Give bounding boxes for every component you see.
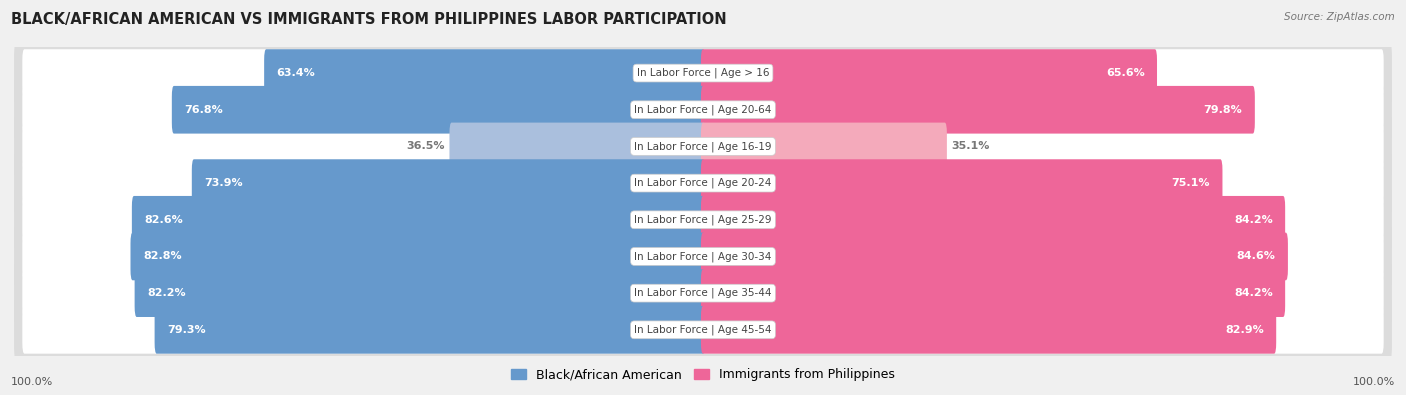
FancyBboxPatch shape [702, 49, 1157, 97]
Text: 82.6%: 82.6% [145, 215, 183, 225]
Text: 75.1%: 75.1% [1171, 178, 1211, 188]
Text: 84.2%: 84.2% [1234, 215, 1272, 225]
FancyBboxPatch shape [22, 269, 1384, 317]
FancyBboxPatch shape [172, 86, 704, 134]
Text: BLACK/AFRICAN AMERICAN VS IMMIGRANTS FROM PHILIPPINES LABOR PARTICIPATION: BLACK/AFRICAN AMERICAN VS IMMIGRANTS FRO… [11, 12, 727, 27]
FancyBboxPatch shape [191, 159, 704, 207]
FancyBboxPatch shape [22, 233, 1384, 280]
Legend: Black/African American, Immigrants from Philippines: Black/African American, Immigrants from … [506, 363, 900, 386]
FancyBboxPatch shape [22, 196, 1384, 244]
FancyBboxPatch shape [14, 259, 1392, 327]
FancyBboxPatch shape [22, 122, 1384, 170]
FancyBboxPatch shape [22, 159, 1384, 207]
Text: 36.5%: 36.5% [406, 141, 444, 151]
FancyBboxPatch shape [702, 122, 946, 170]
Text: In Labor Force | Age 30-34: In Labor Force | Age 30-34 [634, 251, 772, 262]
Text: 82.2%: 82.2% [148, 288, 186, 298]
Text: 84.2%: 84.2% [1234, 288, 1272, 298]
FancyBboxPatch shape [702, 196, 1285, 244]
Text: In Labor Force | Age 45-54: In Labor Force | Age 45-54 [634, 325, 772, 335]
Text: 63.4%: 63.4% [277, 68, 315, 78]
FancyBboxPatch shape [14, 39, 1392, 107]
FancyBboxPatch shape [132, 196, 704, 244]
Text: 82.9%: 82.9% [1225, 325, 1264, 335]
Text: 73.9%: 73.9% [204, 178, 243, 188]
Text: 100.0%: 100.0% [11, 377, 53, 387]
FancyBboxPatch shape [702, 233, 1288, 280]
FancyBboxPatch shape [14, 113, 1392, 181]
FancyBboxPatch shape [450, 122, 704, 170]
Text: In Labor Force | Age 35-44: In Labor Force | Age 35-44 [634, 288, 772, 298]
Text: In Labor Force | Age > 16: In Labor Force | Age > 16 [637, 68, 769, 78]
FancyBboxPatch shape [702, 159, 1222, 207]
Text: 76.8%: 76.8% [184, 105, 224, 115]
FancyBboxPatch shape [702, 86, 1254, 134]
FancyBboxPatch shape [22, 86, 1384, 134]
FancyBboxPatch shape [702, 269, 1285, 317]
FancyBboxPatch shape [14, 186, 1392, 254]
Text: In Labor Force | Age 20-64: In Labor Force | Age 20-64 [634, 105, 772, 115]
FancyBboxPatch shape [135, 269, 704, 317]
FancyBboxPatch shape [14, 222, 1392, 290]
Text: 82.8%: 82.8% [143, 252, 181, 261]
FancyBboxPatch shape [702, 306, 1277, 354]
Text: 35.1%: 35.1% [952, 141, 990, 151]
FancyBboxPatch shape [131, 233, 704, 280]
Text: 65.6%: 65.6% [1107, 68, 1144, 78]
FancyBboxPatch shape [14, 149, 1392, 217]
Text: 84.6%: 84.6% [1237, 252, 1275, 261]
Text: 79.3%: 79.3% [167, 325, 205, 335]
FancyBboxPatch shape [22, 306, 1384, 354]
FancyBboxPatch shape [155, 306, 704, 354]
Text: In Labor Force | Age 20-24: In Labor Force | Age 20-24 [634, 178, 772, 188]
FancyBboxPatch shape [264, 49, 704, 97]
Text: 100.0%: 100.0% [1353, 377, 1395, 387]
FancyBboxPatch shape [14, 76, 1392, 144]
FancyBboxPatch shape [14, 296, 1392, 364]
FancyBboxPatch shape [22, 49, 1384, 97]
Text: In Labor Force | Age 25-29: In Labor Force | Age 25-29 [634, 214, 772, 225]
Text: 79.8%: 79.8% [1204, 105, 1243, 115]
Text: Source: ZipAtlas.com: Source: ZipAtlas.com [1284, 12, 1395, 22]
Text: In Labor Force | Age 16-19: In Labor Force | Age 16-19 [634, 141, 772, 152]
